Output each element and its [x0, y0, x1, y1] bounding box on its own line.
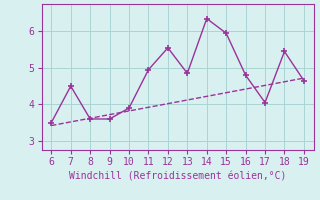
X-axis label: Windchill (Refroidissement éolien,°C): Windchill (Refroidissement éolien,°C)	[69, 171, 286, 181]
